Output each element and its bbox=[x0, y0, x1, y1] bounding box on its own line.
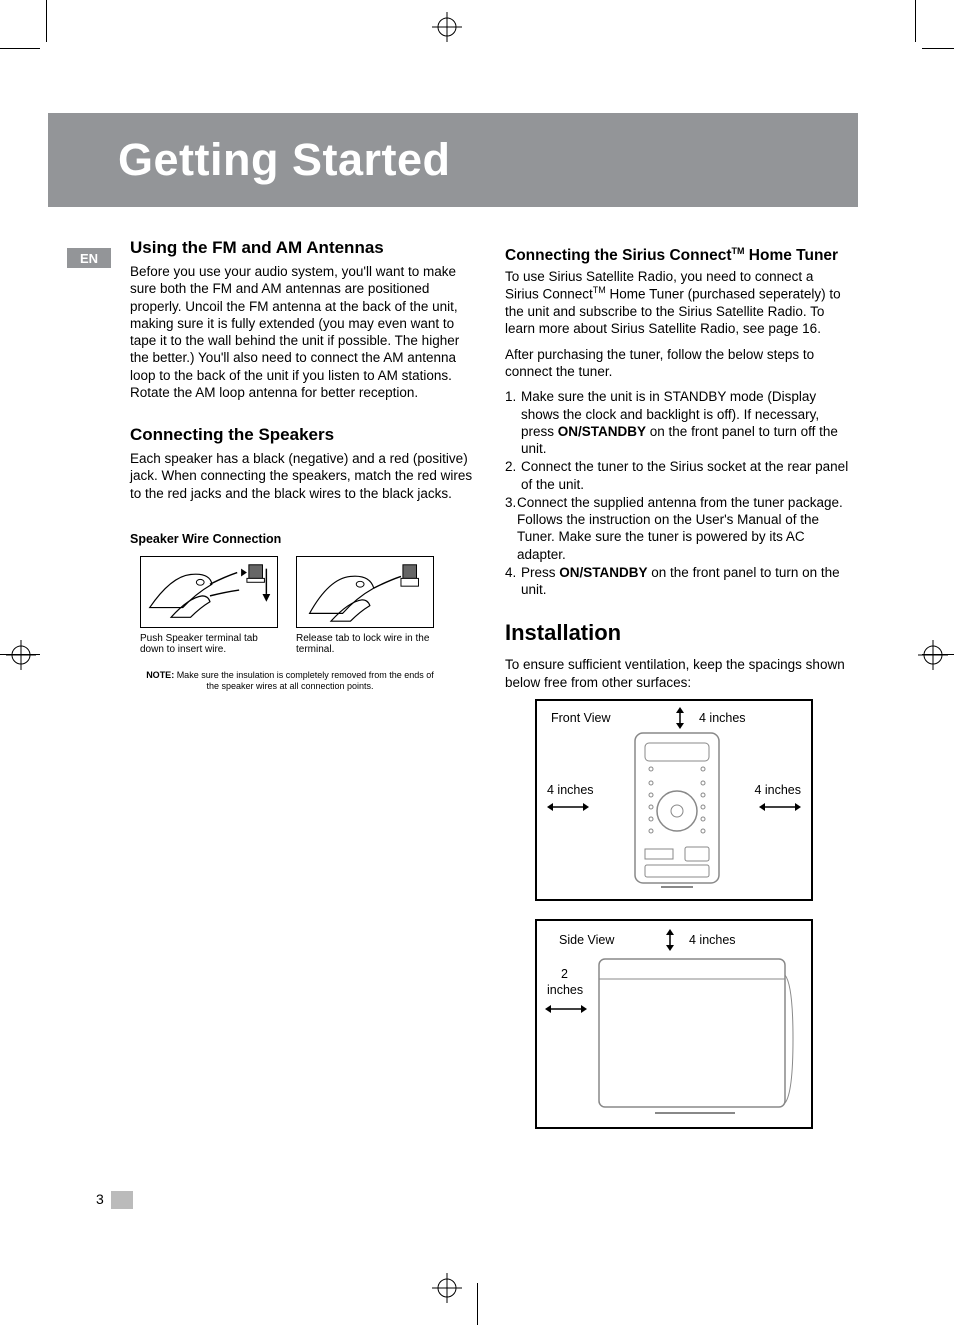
trademark-symbol: TM bbox=[593, 285, 606, 295]
arrow-leftright-icon bbox=[545, 1003, 587, 1015]
content-area: Using the FM and AM Antennas Before you … bbox=[130, 238, 850, 1147]
speaker-figure-1: Push Speaker terminal tab down to insert… bbox=[140, 556, 278, 656]
left-column: Using the FM and AM Antennas Before you … bbox=[130, 238, 475, 1147]
arrow-leftright-icon bbox=[759, 801, 801, 813]
trademark-symbol: TM bbox=[731, 246, 744, 256]
speaker-figure-2: Release tab to lock wire in the terminal… bbox=[296, 556, 434, 656]
step-num: 2. bbox=[505, 458, 521, 493]
step-4: 4. Press ON/STANDBY on the front panel t… bbox=[505, 564, 850, 599]
speakers-heading: Connecting the Speakers bbox=[130, 425, 475, 445]
sirius-steps: 1. Make sure the unit is in STANDBY mode… bbox=[505, 388, 850, 598]
speaker-figures: Push Speaker terminal tab down to insert… bbox=[140, 556, 475, 656]
step-text: Make sure the unit is in STANDBY mode (D… bbox=[521, 388, 850, 457]
registration-mark-icon bbox=[6, 640, 36, 670]
registration-mark-icon bbox=[432, 12, 462, 42]
front-left-dim: 4 inches bbox=[547, 783, 594, 797]
step-2: 2. Connect the tuner to the Sirius socke… bbox=[505, 458, 850, 493]
antenna-body: Before you use your audio system, you'll… bbox=[130, 263, 475, 401]
crop-mark bbox=[46, 0, 47, 42]
speaker-connection-title: Speaker Wire Connection bbox=[130, 532, 475, 546]
crop-mark bbox=[922, 48, 954, 49]
step-text: Press ON/STANDBY on the front panel to t… bbox=[521, 564, 850, 599]
installation-heading: Installation bbox=[505, 620, 850, 646]
step-text: Connect the tuner to the Sirius socket a… bbox=[521, 458, 850, 493]
step-num: 3. bbox=[505, 494, 517, 563]
speakers-body: Each speaker has a black (negative) and … bbox=[130, 450, 475, 502]
step-3: 3. Connect the supplied antenna from the… bbox=[505, 494, 850, 563]
note-label: NOTE: bbox=[146, 670, 174, 680]
crop-mark bbox=[0, 48, 40, 49]
note-text: Make sure the insulation is completely r… bbox=[174, 670, 434, 691]
page-number: 3 bbox=[96, 1191, 104, 1207]
side-view-diagram: Side View 4 inches 2 inches bbox=[535, 919, 813, 1129]
front-right-dim: 4 inches bbox=[754, 783, 801, 797]
crop-mark bbox=[915, 0, 916, 42]
antenna-heading: Using the FM and AM Antennas bbox=[130, 238, 475, 258]
speaker-figure-2-caption: Release tab to lock wire in the terminal… bbox=[296, 633, 434, 656]
side-top-dim: 4 inches bbox=[689, 933, 736, 947]
sirius-body-1: To use Sirius Satellite Radio, you need … bbox=[505, 268, 850, 338]
sirius-heading: Connecting the Sirius ConnectTM Home Tun… bbox=[505, 246, 850, 265]
step-num: 1. bbox=[505, 388, 521, 457]
side-left-dim-a: 2 bbox=[561, 967, 568, 981]
crop-mark bbox=[477, 1283, 478, 1325]
installation-body: To ensure sufficient ventilation, keep t… bbox=[505, 656, 850, 691]
registration-mark-icon bbox=[432, 1273, 462, 1303]
sirius-heading-a: Connecting the Sirius Connect bbox=[505, 247, 731, 264]
speaker-release-diagram-icon bbox=[296, 556, 434, 628]
arrow-updown-icon bbox=[673, 707, 687, 729]
step-1: 1. Make sure the unit is in STANDBY mode… bbox=[505, 388, 850, 457]
sirius-heading-b: Home Tuner bbox=[744, 247, 838, 264]
title-bar: Getting Started bbox=[48, 113, 858, 207]
right-column: Connecting the Sirius ConnectTM Home Tun… bbox=[505, 238, 850, 1147]
product-front-icon bbox=[627, 731, 727, 891]
speaker-note: NOTE: Make sure the insulation is comple… bbox=[140, 670, 440, 692]
side-view-label: Side View bbox=[559, 933, 614, 947]
product-side-icon bbox=[595, 955, 795, 1123]
speaker-push-diagram-icon bbox=[140, 556, 278, 628]
front-view-diagram: Front View 4 inches 4 inches 4 inches bbox=[535, 699, 813, 901]
speaker-figure-1-caption: Push Speaker terminal tab down to insert… bbox=[140, 633, 278, 656]
page-title: Getting Started bbox=[118, 134, 451, 186]
side-left-dim-b: inches bbox=[547, 983, 583, 997]
front-view-label: Front View bbox=[551, 711, 611, 725]
arrow-leftright-icon bbox=[547, 801, 589, 813]
step-num: 4. bbox=[505, 564, 521, 599]
arrow-updown-icon bbox=[663, 929, 677, 951]
page-number-tab bbox=[111, 1191, 133, 1209]
front-top-dim: 4 inches bbox=[699, 711, 746, 725]
sirius-body-2: After purchasing the tuner, follow the b… bbox=[505, 346, 850, 381]
language-tab: EN bbox=[67, 248, 111, 268]
registration-mark-icon bbox=[918, 640, 948, 670]
step-text: Connect the supplied antenna from the tu… bbox=[517, 494, 850, 563]
